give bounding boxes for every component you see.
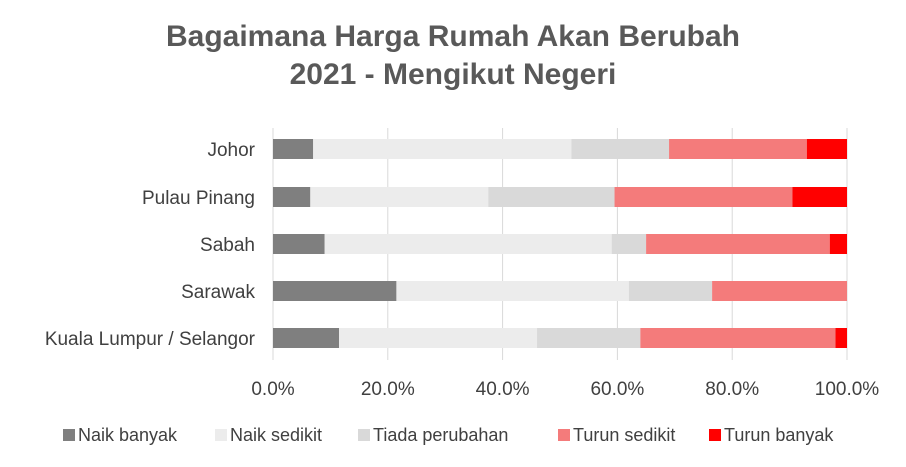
legend-item: Naik sedikit [215, 425, 322, 445]
legend-swatch [63, 429, 75, 441]
bar-segment [339, 328, 538, 348]
x-tick-label: 80.0% [705, 379, 759, 400]
legend-item: Turun sedikit [558, 425, 675, 445]
x-tick-label: 40.0% [476, 379, 530, 400]
category-label: Pulau Pinang [142, 188, 255, 209]
bar-segment [571, 139, 670, 159]
legend-swatch [358, 429, 370, 441]
x-tick-label: 0.0% [251, 379, 294, 400]
legend-label: Naik banyak [78, 425, 178, 445]
legend-swatch [558, 429, 570, 441]
legend-item: Naik banyak [63, 425, 178, 445]
bar-segment [614, 187, 793, 207]
bar-segment [396, 281, 629, 301]
bar-segment [792, 187, 847, 207]
bar-segment [640, 328, 836, 348]
category-label: Johor [207, 140, 255, 161]
category-label: Sarawak [181, 282, 255, 303]
bar-segment [835, 328, 847, 348]
bar-segment [646, 234, 830, 254]
bar-segment [488, 187, 615, 207]
category-label: Sabah [200, 235, 255, 256]
legend-item: Turun banyak [709, 425, 834, 445]
x-tick-label: 60.0% [590, 379, 644, 400]
bar-segment [273, 187, 311, 207]
legend-label: Tiada perubahan [373, 425, 508, 445]
bar-segment [324, 234, 612, 254]
legend-label: Naik sedikit [230, 425, 322, 445]
bar-segment [273, 234, 325, 254]
bar-segment [669, 139, 807, 159]
chart-title-line-2: 2021 - Mengikut Negeri [289, 58, 617, 91]
legend-swatch [709, 429, 721, 441]
chart-title: Bagaimana Harga Rumah Akan Berubah 2021 … [0, 18, 906, 94]
x-tick-label: 20.0% [361, 379, 415, 400]
chart-title-line-1: Bagaimana Harga Rumah Akan Berubah [165, 20, 741, 53]
bar-segment [273, 328, 340, 348]
category-label: Kuala Lumpur / Selangor [45, 329, 256, 350]
x-tick-label: 100.0% [815, 379, 880, 400]
bar-segment [273, 139, 314, 159]
bar-segment [829, 234, 847, 254]
bar-segment [313, 139, 572, 159]
bar-segment [628, 281, 713, 301]
legend-label: Turun banyak [724, 425, 834, 445]
bar-segment [273, 281, 397, 301]
bar-segment [310, 187, 489, 207]
legend-swatch [215, 429, 227, 441]
bar-segment [806, 139, 847, 159]
bar-segment [611, 234, 647, 254]
legend-label: Turun sedikit [573, 425, 675, 445]
legend-item: Tiada perubahan [358, 425, 508, 445]
bar-segment [537, 328, 641, 348]
bar-segment [712, 281, 847, 301]
